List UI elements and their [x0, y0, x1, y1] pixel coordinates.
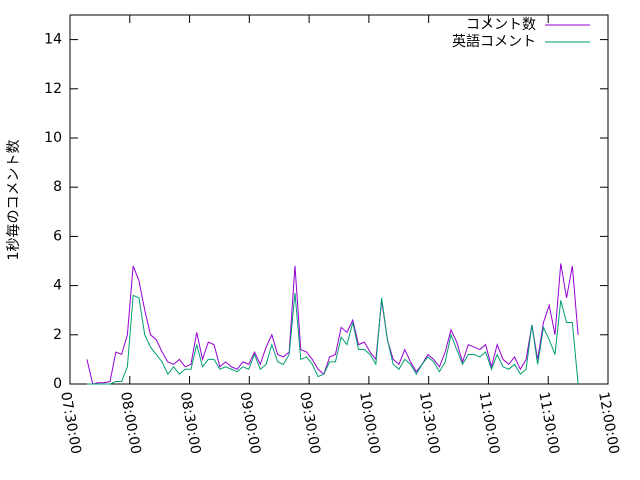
x-tick-label: 11:00:00	[476, 391, 503, 456]
y-tick-label: 12	[44, 81, 62, 97]
legend-label: コメント数	[466, 17, 536, 33]
x-tick-label: 11:30:00	[535, 391, 562, 456]
y-axis-label: 1秒毎のコメント数	[6, 140, 22, 261]
y-tick-label: 2	[53, 327, 62, 343]
y-tick-label: 14	[44, 32, 62, 48]
series-line	[86, 263, 579, 385]
y-tick-label: 4	[53, 278, 62, 294]
y-tick-label: 0	[53, 376, 62, 392]
y-tick-label: 8	[53, 179, 62, 195]
x-tick-label: 09:00:00	[236, 391, 263, 456]
legend-label: 英語コメント	[452, 33, 536, 50]
y-tick-label: 10	[44, 130, 62, 146]
plot-frame	[69, 14, 609, 385]
x-tick-label: 10:30:00	[416, 391, 443, 456]
y-tick-label: 6	[53, 228, 62, 244]
x-tick-label: 08:30:00	[177, 391, 204, 456]
x-tick-label: 12:00:00	[595, 391, 622, 456]
series-line	[86, 292, 579, 385]
x-tick-label: 08:00:00	[117, 391, 144, 456]
x-tick-label: 10:00:00	[356, 391, 383, 456]
x-tick-label: 07:30:00	[57, 391, 84, 456]
x-tick-label: 09:30:00	[296, 391, 323, 456]
